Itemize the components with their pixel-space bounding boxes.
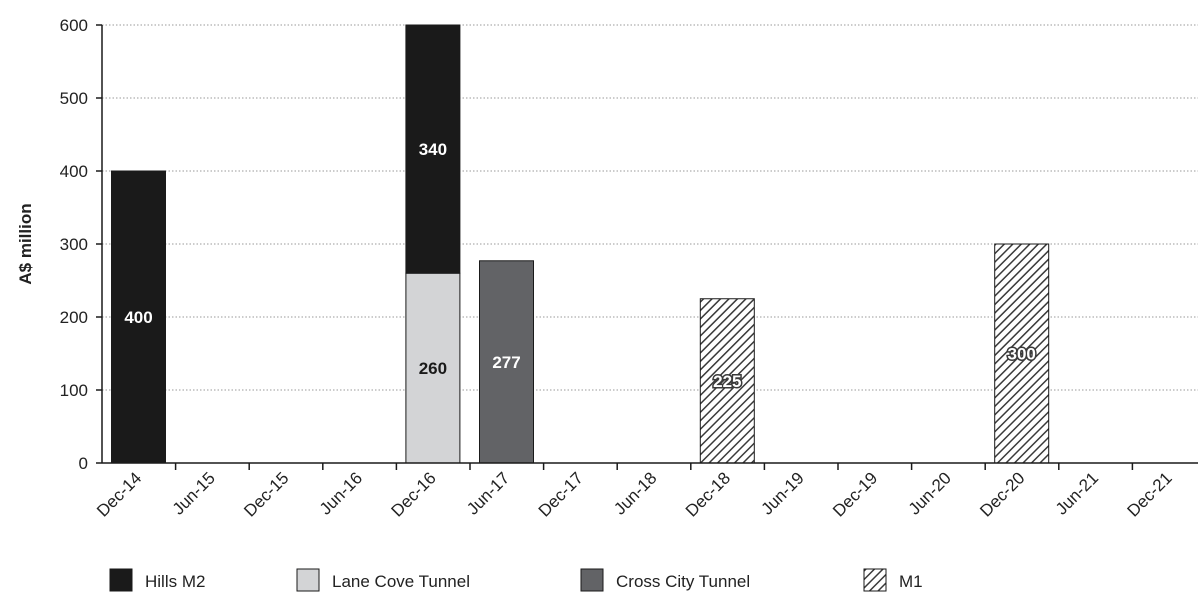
- legend-swatch: [110, 569, 132, 591]
- y-tick-label: 300: [60, 235, 88, 254]
- data-label: 260: [419, 359, 447, 378]
- y-tick-label: 0: [79, 454, 88, 473]
- x-tick-label: Dec-19: [829, 468, 881, 520]
- data-label: 277: [492, 353, 520, 372]
- y-axis-title: A$ million: [16, 203, 35, 284]
- data-label: 225: [713, 372, 741, 391]
- y-tick-label: 500: [60, 89, 88, 108]
- x-tick-label: Dec-21: [1124, 468, 1176, 520]
- data-label: 300: [1008, 345, 1036, 364]
- x-tick-label: Dec-16: [388, 468, 440, 520]
- legend-label: Lane Cove Tunnel: [332, 572, 470, 591]
- y-tick-label: 200: [60, 308, 88, 327]
- y-tick-label: 600: [60, 16, 88, 35]
- legend-swatch: [581, 569, 603, 591]
- x-tick-label: Dec-15: [240, 468, 292, 520]
- legend-label: M1: [899, 572, 923, 591]
- x-tick-label: Jun-21: [1052, 468, 1102, 518]
- x-tick-label: Dec-18: [682, 468, 734, 520]
- x-tick-label: Jun-19: [758, 468, 808, 518]
- x-tick-label: Dec-17: [535, 468, 587, 520]
- y-tick-label: 100: [60, 381, 88, 400]
- x-tick-label: Jun-16: [316, 468, 366, 518]
- x-tick-label: Jun-20: [905, 468, 955, 518]
- x-tick-label: Jun-15: [169, 468, 219, 518]
- data-label: 400: [124, 308, 152, 327]
- y-tick-label: 400: [60, 162, 88, 181]
- x-tick-label: Dec-14: [93, 468, 145, 520]
- legend-swatch: [864, 569, 886, 591]
- x-tick-label: Dec-20: [976, 468, 1028, 520]
- data-label: 340: [419, 140, 447, 159]
- x-tick-label: Jun-17: [463, 468, 513, 518]
- legend-label: Cross City Tunnel: [616, 572, 750, 591]
- legend-label: Hills M2: [145, 572, 205, 591]
- x-tick-label: Jun-18: [610, 468, 660, 518]
- legend-swatch: [297, 569, 319, 591]
